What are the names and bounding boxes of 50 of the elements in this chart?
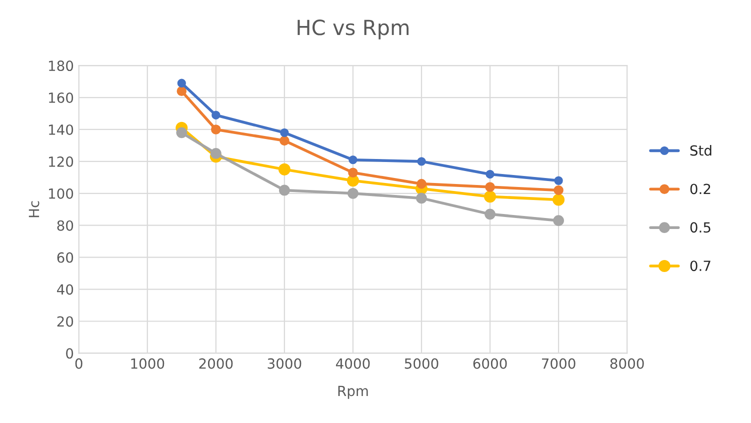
point	[416, 178, 426, 189]
point	[484, 190, 496, 203]
point	[211, 124, 221, 134]
point	[280, 136, 290, 146]
point	[176, 127, 188, 138]
point	[278, 163, 290, 176]
y-tick-label: 140	[49, 124, 74, 135]
point	[210, 148, 222, 159]
point	[280, 128, 289, 138]
point	[212, 110, 220, 120]
y-tick-label: 0	[66, 348, 74, 359]
point	[485, 182, 495, 192]
x-tick-label: 0	[75, 358, 82, 369]
y-tick-label: 120	[49, 156, 74, 167]
point	[552, 194, 565, 206]
x-tick-label: 7000	[542, 358, 576, 369]
y-tick-label: 20	[57, 316, 74, 327]
point	[177, 78, 186, 88]
y-tick-label: 160	[49, 92, 74, 103]
legend-label: 0.7	[690, 260, 710, 272]
legend-label: Std	[690, 145, 712, 156]
legend-label: 0.5	[690, 222, 710, 233]
point	[278, 184, 290, 196]
point	[417, 157, 426, 166]
point	[486, 170, 494, 179]
y-axis-title: Hc	[28, 201, 40, 218]
chart-title: HC vs Rpm	[298, 20, 409, 40]
x-tick-label: 3000	[268, 358, 302, 369]
point	[553, 215, 564, 226]
y-tick-label: 180	[49, 60, 74, 72]
x-tick-label: 1000	[131, 358, 164, 369]
point	[348, 168, 358, 178]
x-axis-title: Rpm	[338, 386, 368, 399]
y-tick-label: 40	[57, 284, 74, 295]
x-tick-label: 2000	[199, 358, 233, 369]
y-tick-label: 80	[57, 220, 74, 231]
point	[348, 188, 358, 199]
point	[554, 176, 563, 185]
x-tick-label: 6000	[473, 358, 507, 369]
point	[484, 208, 496, 220]
x-tick-label: 4000	[336, 358, 370, 369]
point	[176, 86, 187, 96]
legend-label: 0.2	[690, 184, 710, 194]
y-tick-label: 100	[49, 188, 74, 199]
y-tick-label: 60	[57, 252, 74, 263]
point	[416, 192, 427, 204]
x-tick-label: 8000	[610, 358, 644, 369]
point	[348, 156, 358, 164]
x-tick-label: 5000	[404, 358, 438, 369]
point	[554, 185, 564, 196]
